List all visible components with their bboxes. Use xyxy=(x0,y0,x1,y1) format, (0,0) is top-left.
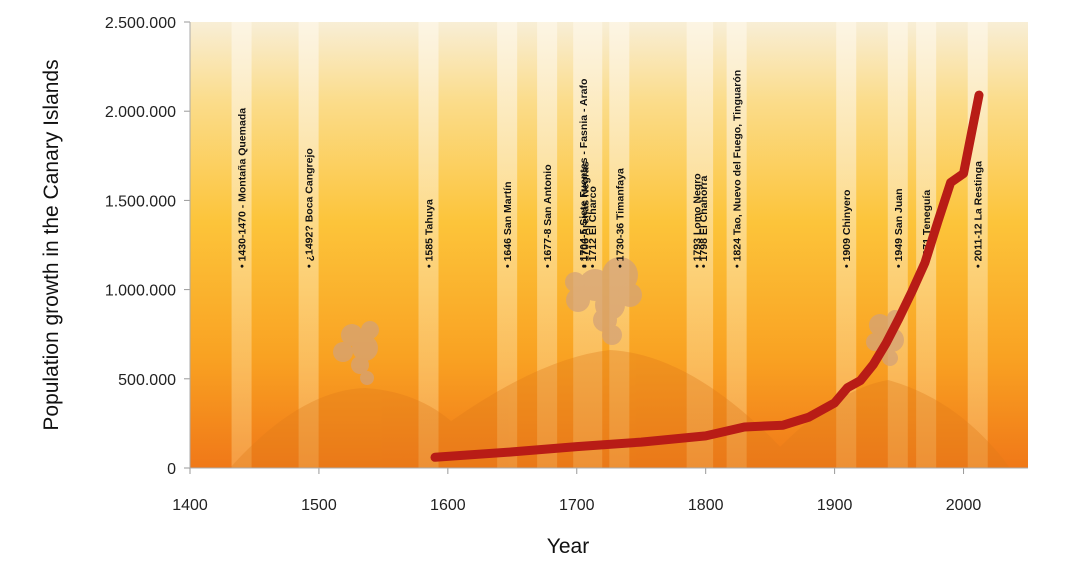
y-tick-label: 2.000.000 xyxy=(105,104,176,121)
y-tick-label: 1.500.000 xyxy=(105,193,176,210)
x-tick-label: 2000 xyxy=(946,497,982,514)
y-tick-label: 0 xyxy=(167,461,176,478)
eruption-label: • 1706 Arenas Negras xyxy=(580,161,592,268)
eruption-stripe xyxy=(573,22,603,468)
eruption-label: • 1712 El Charco xyxy=(587,186,599,268)
eruption-label: • 1704-5 Siete Fuentes - Fasnia - Arafo xyxy=(578,79,590,268)
x-tick-label: 1400 xyxy=(172,497,208,514)
y-tick-label: 2.500.000 xyxy=(105,15,176,32)
eruption-label: • 1730-36 Timanfaya xyxy=(614,168,626,268)
eruption-label: • ¿1492? Boca Cangrejo xyxy=(304,148,316,268)
eruption-stripe xyxy=(298,22,319,468)
x-axis-ticks: 1400 1500 1600 1700 1800 1900 2000 xyxy=(172,468,981,514)
eruption-stripe xyxy=(231,22,252,468)
x-axis-title: Year xyxy=(547,535,589,558)
x-tick-label: 1600 xyxy=(430,497,466,514)
eruption-stripe xyxy=(418,22,439,468)
population-line xyxy=(430,90,984,462)
y-axis-ticks: 0 500.000 1.000.000 1.500.000 2.000.000 2.500… xyxy=(105,15,190,478)
eruption-label: • 1798 El Chahorra xyxy=(698,175,710,268)
eruption-label: • 1909 Chinyero xyxy=(841,190,853,268)
x-tick-label: 1800 xyxy=(688,497,724,514)
eruption-stripe xyxy=(686,22,714,468)
eruption-label: • 1677-8 San Antonio xyxy=(542,164,554,268)
eruption-label: • 1585 Tahuya xyxy=(424,199,436,268)
eruption-stripe xyxy=(537,22,558,468)
eruption-label: • 1430-1470 - Montaña Quemada xyxy=(237,108,249,268)
eruption-label: • 1949 San Juan xyxy=(893,188,905,268)
x-tick-label: 1900 xyxy=(817,497,853,514)
eruption-label: • 1646 San Martín xyxy=(502,181,514,268)
x-tick-label: 1700 xyxy=(559,497,595,514)
eruption-stripe xyxy=(836,22,857,468)
eruption-stripe xyxy=(726,22,747,468)
x-tick-label: 1500 xyxy=(301,497,337,514)
y-tick-label: 1.000.000 xyxy=(105,283,176,300)
eruption-label: • 1824 Tao, Nuevo del Fuego, Tinguarón xyxy=(732,70,744,268)
y-tick-label: 500.000 xyxy=(118,372,176,389)
eruption-label: • 2011-12 La Restinga xyxy=(973,161,985,268)
y-axis-title: Population growth in the Canary Islands xyxy=(40,59,63,430)
eruption-stripes xyxy=(231,22,988,468)
eruption-stripe xyxy=(497,22,518,468)
eruption-stripe xyxy=(609,22,630,468)
eruption-label: • 1793 Lomo Negro xyxy=(692,173,704,268)
